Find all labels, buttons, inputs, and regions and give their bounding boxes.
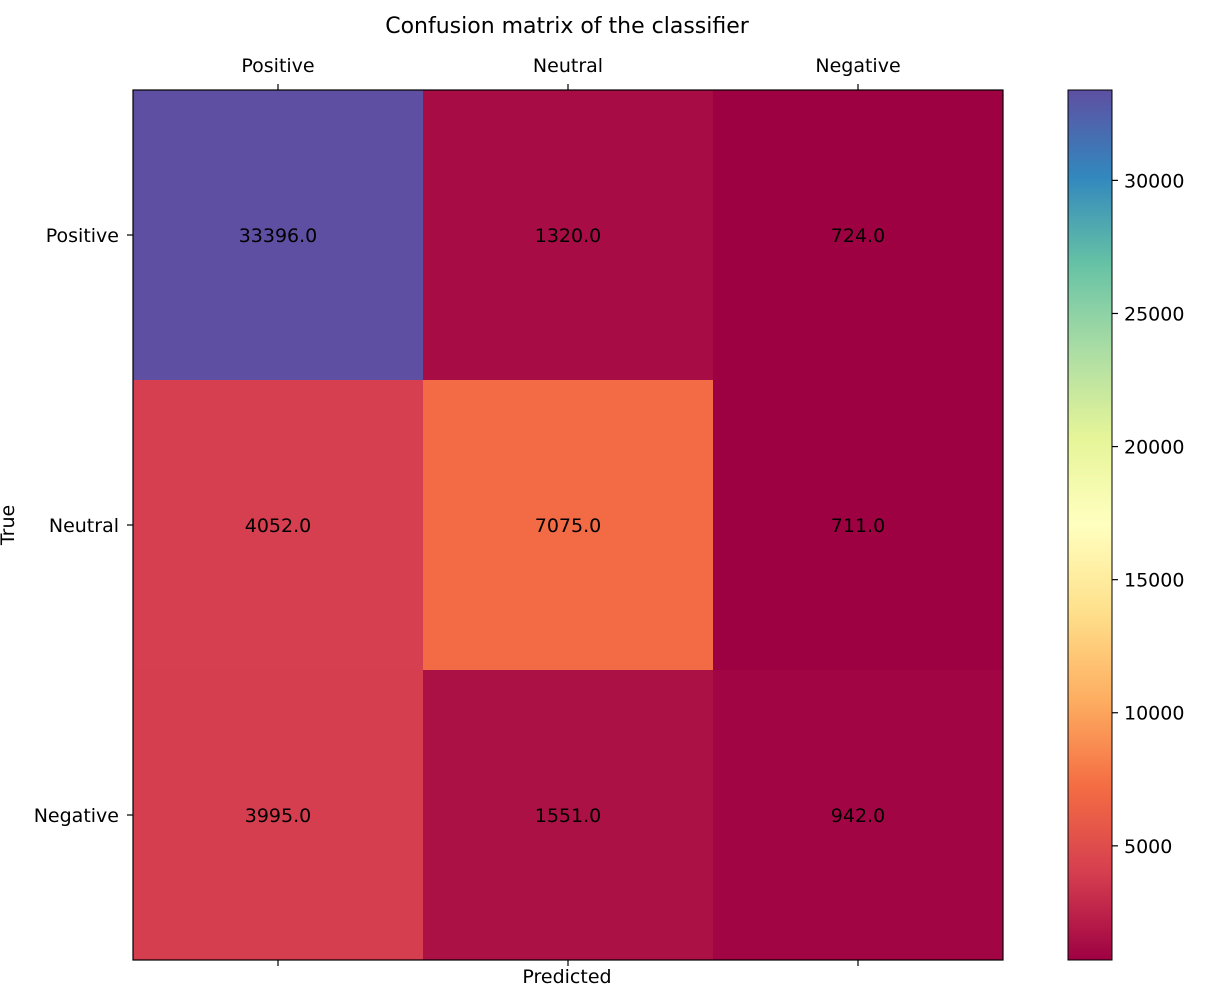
colorbar-tick-label: 30000 [1124, 170, 1184, 192]
y-tick-label: Negative [34, 805, 119, 827]
cell-value-label: 724.0 [831, 225, 885, 247]
heatmap-cell [713, 380, 1004, 671]
colorbar-tick-label: 5000 [1124, 836, 1172, 858]
heatmap-cell [713, 670, 1004, 961]
colorbar-tick-label: 25000 [1124, 303, 1184, 325]
cell-value-label: 7075.0 [535, 515, 601, 537]
heatmap-cell [133, 670, 424, 961]
heatmap-cell-labels: 33396.0 1320.0 724.0 4052.0 7075.0 711.0 3995.… [239, 225, 885, 827]
colorbar-tick-label: 10000 [1124, 703, 1184, 725]
colorbar-ticks: 5000 10000 15000 20000 25000 30000 [1112, 170, 1184, 858]
cell-value-label: 942.0 [831, 805, 885, 827]
y-tick-label: Neutral [49, 515, 119, 537]
x-axis-label: Predicted [522, 966, 611, 988]
cell-value-label: 3995.0 [245, 805, 311, 827]
x-tick-label: Neutral [533, 55, 603, 77]
heatmap-cell [133, 90, 424, 381]
x-tick-label: Negative [815, 55, 900, 77]
colorbar [1067, 89, 1113, 961]
x-tick-label: Positive [241, 55, 314, 77]
heatmap-cells [133, 90, 1004, 961]
heatmap-cell [423, 90, 714, 381]
colorbar-tick-label: 15000 [1124, 570, 1184, 592]
colorbar-tick-label: 20000 [1124, 437, 1184, 459]
cell-value-label: 1551.0 [535, 805, 601, 827]
heatmap-cell [133, 380, 424, 671]
y-axis-label: True [0, 505, 19, 546]
x-axis-ticks: Positive Neutral Negative [241, 55, 901, 966]
chart-title: Confusion matrix of the classifier [385, 14, 750, 39]
heatmap-cell [713, 90, 1004, 381]
cell-value-label: 711.0 [831, 515, 885, 537]
y-tick-label: Positive [46, 225, 119, 247]
y-axis-ticks: Positive Neutral Negative [34, 225, 133, 827]
heatmap-cell [423, 670, 714, 961]
cell-value-label: 4052.0 [245, 515, 311, 537]
cell-value-label: 1320.0 [535, 225, 601, 247]
heatmap-cell [423, 380, 714, 671]
cell-value-label: 33396.0 [239, 225, 318, 247]
